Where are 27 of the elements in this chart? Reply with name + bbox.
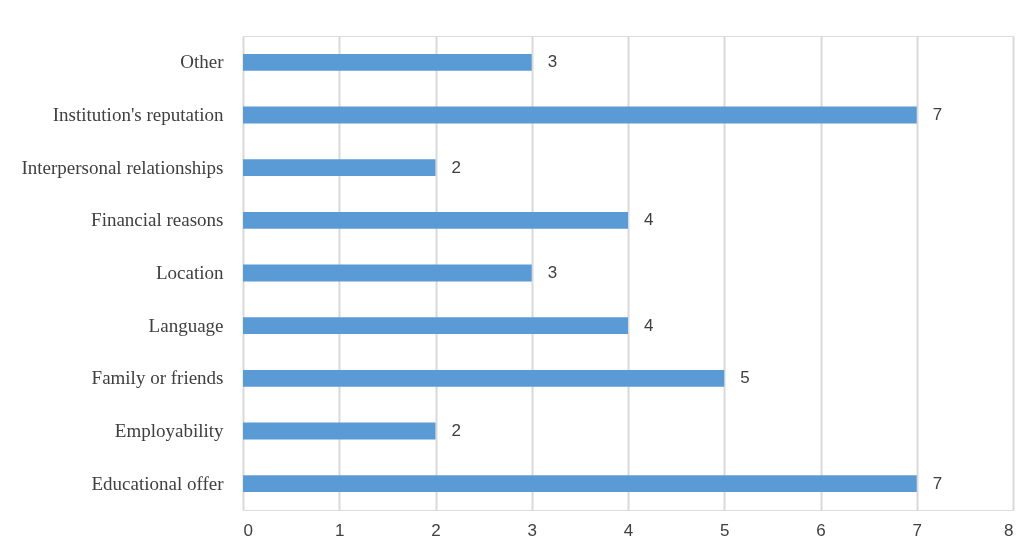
data-label: 7 — [932, 105, 943, 124]
x-tick-label: 8 — [1004, 520, 1014, 540]
x-tick-label: 5 — [720, 520, 730, 540]
data-label: 2 — [451, 421, 461, 440]
x-tick-label: 4 — [623, 520, 634, 540]
data-label: 5 — [740, 368, 750, 388]
data-label: 3 — [547, 263, 558, 282]
data-label: 2 — [451, 157, 461, 177]
data-label: 4 — [644, 210, 654, 230]
y-tick-label: Family or friends — [91, 367, 224, 389]
x-tick-label: 0 — [243, 520, 253, 540]
data-label: 7 — [932, 473, 943, 493]
y-tick-label: Other — [180, 51, 225, 73]
y-tick-label: Location — [155, 262, 224, 283]
x-tick-label: 1 — [335, 520, 345, 540]
y-tick-label: Language — [148, 314, 224, 336]
y-tick-label: Institution's reputation — [52, 104, 224, 125]
data-label: 3 — [547, 52, 558, 72]
x-tick-label: 7 — [912, 520, 922, 540]
y-tick-label: Financial reasons — [91, 209, 224, 231]
y-tick-label: Employability — [114, 420, 224, 441]
y-tick-label: Educational offer — [91, 472, 225, 494]
x-tick-label: 2 — [431, 520, 441, 540]
x-tick-label: 3 — [527, 520, 537, 540]
x-tick-label: 6 — [816, 520, 826, 540]
y-tick-label: Interpersonal relationships — [21, 156, 224, 178]
data-label: 4 — [644, 315, 654, 335]
